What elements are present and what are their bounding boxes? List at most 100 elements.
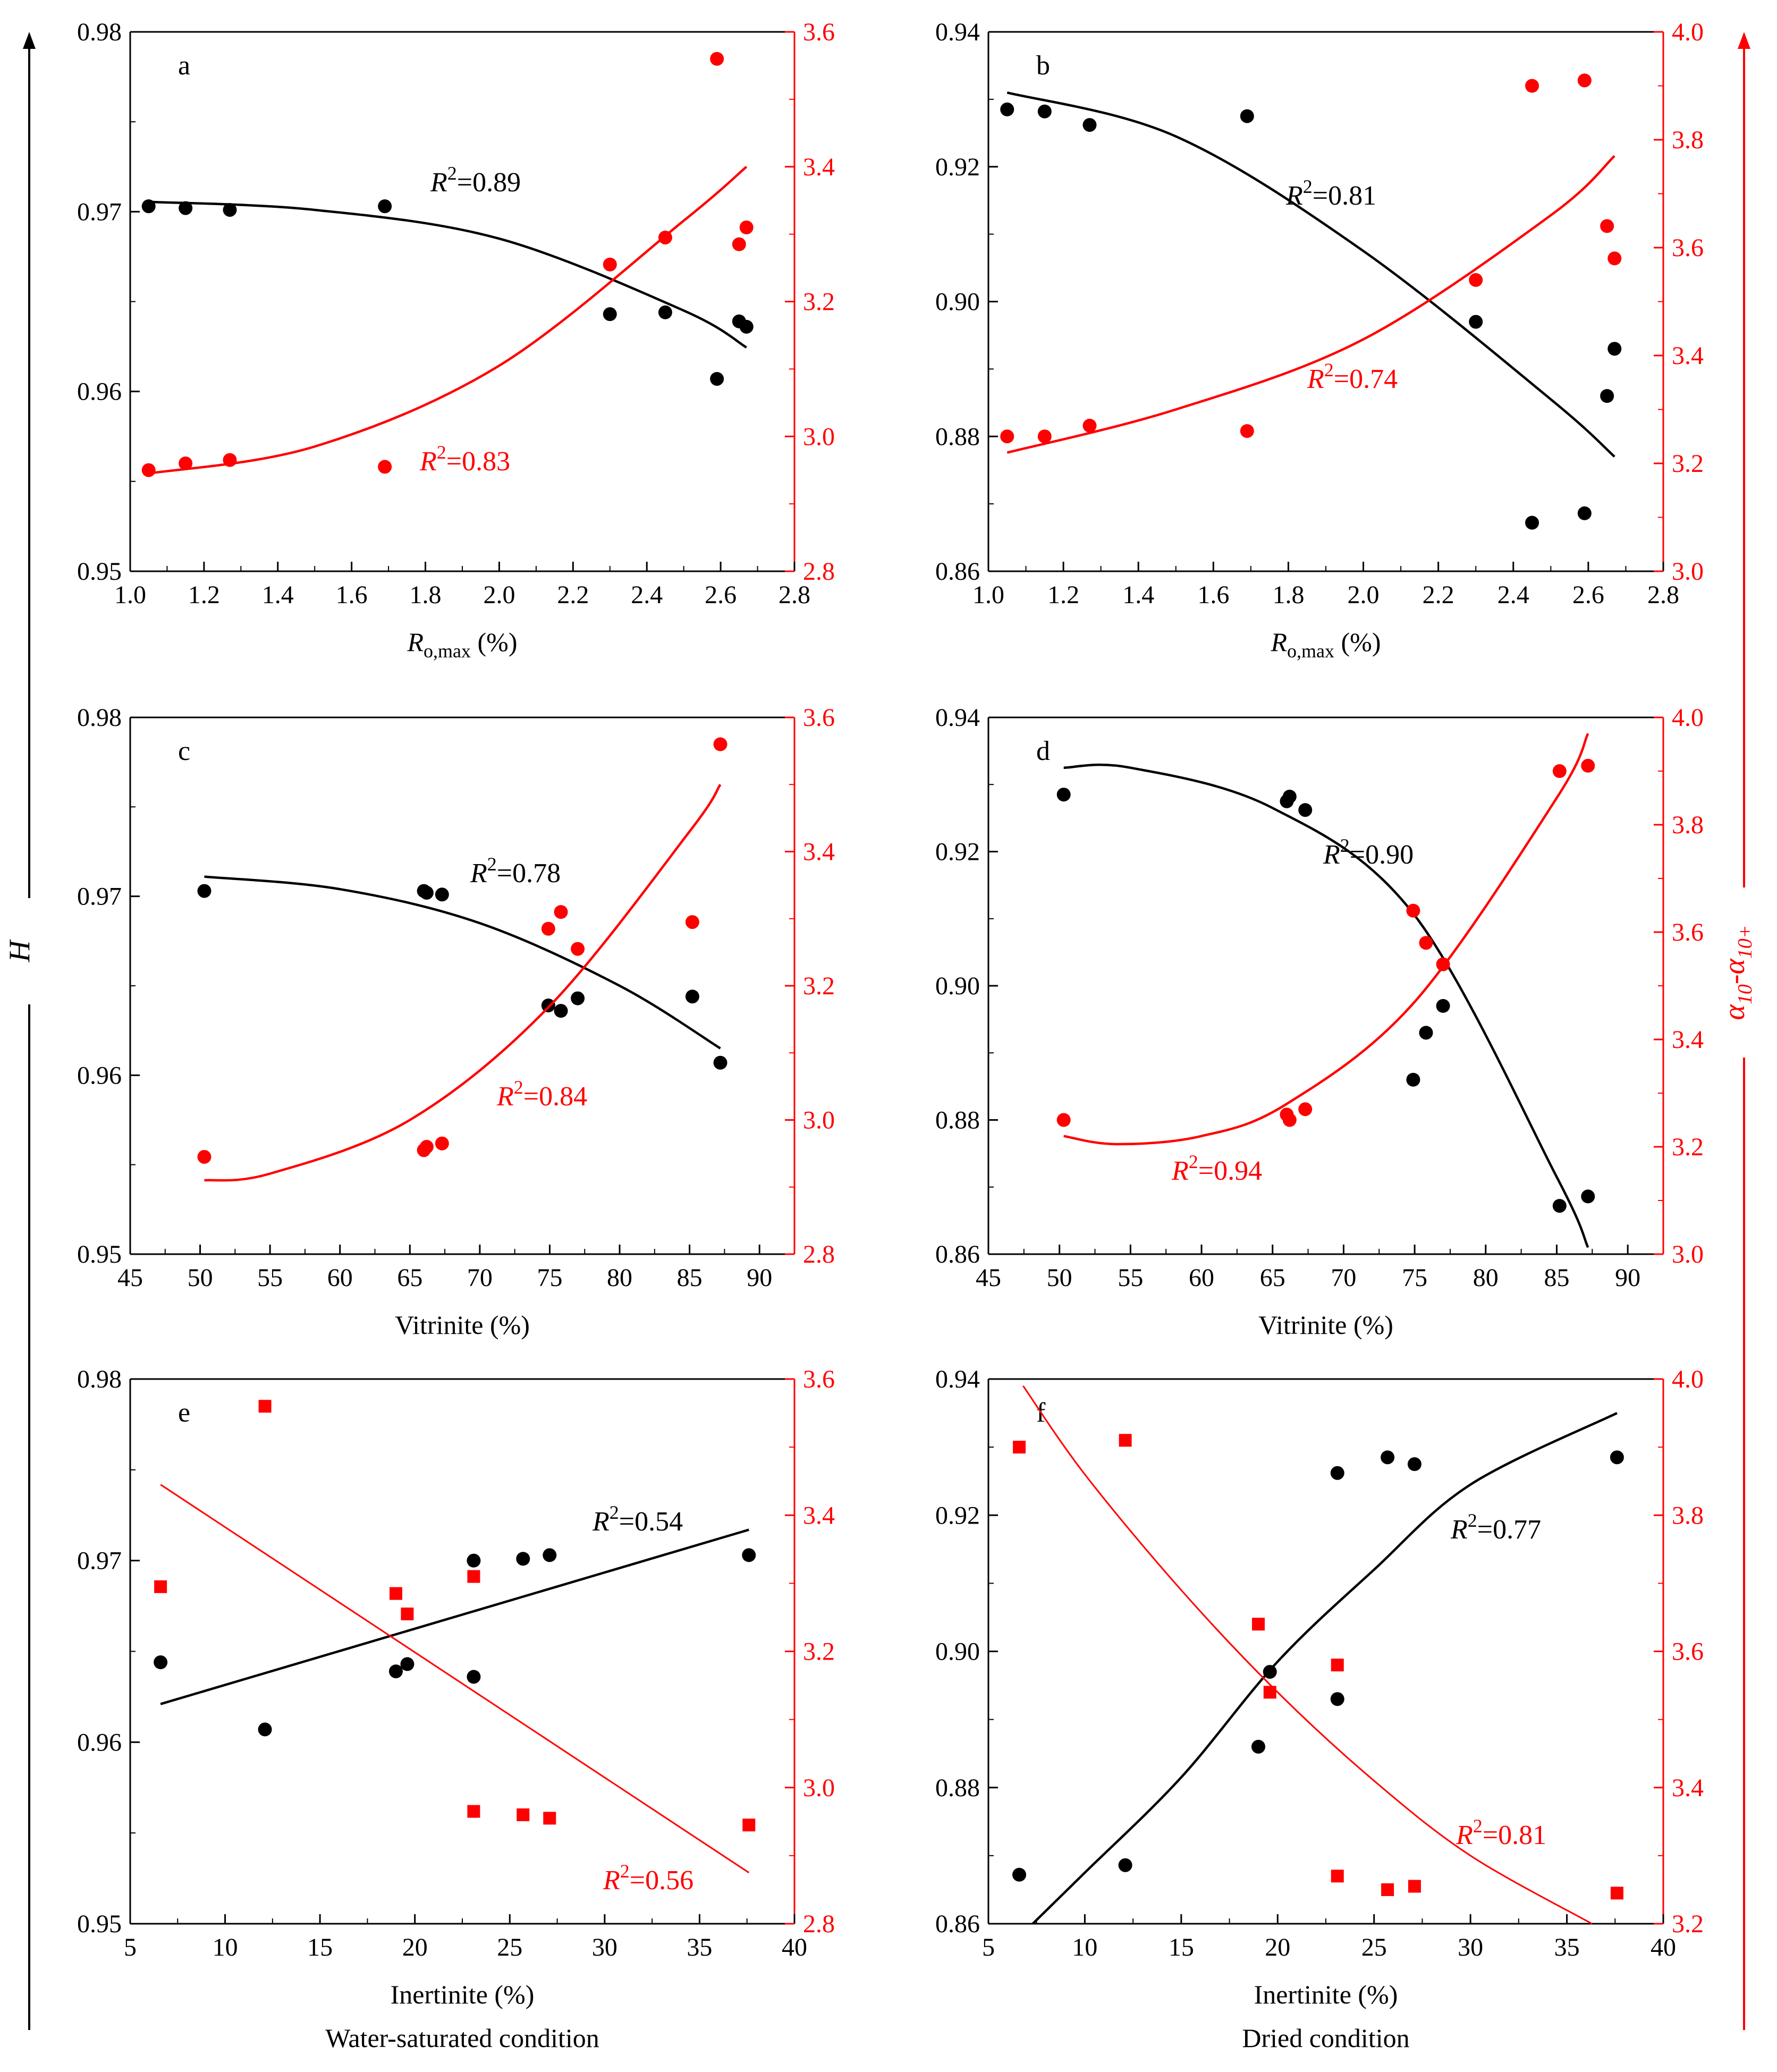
alpha-data-point bbox=[1469, 273, 1483, 287]
h-data-point bbox=[554, 1004, 568, 1018]
left-axis-label: H bbox=[3, 939, 36, 962]
alpha-data-point bbox=[141, 463, 156, 477]
h-data-point bbox=[1118, 1858, 1132, 1872]
condition-label: Dried condition bbox=[1242, 2023, 1409, 2053]
alpha-data-point bbox=[1581, 758, 1595, 773]
left-y-tick-label: 0.86 bbox=[935, 1240, 980, 1268]
h-data-point bbox=[154, 1655, 168, 1669]
alpha-data-point bbox=[571, 942, 585, 956]
right-y-tick-label: 3.0 bbox=[803, 1774, 835, 1802]
h-r2-label: R2=0.81 bbox=[1285, 176, 1376, 211]
x-tick-label: 65 bbox=[397, 1264, 422, 1292]
h-data-point bbox=[435, 887, 449, 902]
panel-f: 5 10 15 20 25 30 35 40 0.86 0.88 0.90 0.92 0.94 3.2 3.… bbox=[935, 1365, 1704, 2053]
left-y-tick-label: 0.88 bbox=[935, 1774, 980, 1802]
h-data-point bbox=[1251, 1739, 1265, 1754]
x-tick-label: 1.2 bbox=[1047, 581, 1079, 609]
right-y-tick-label: 3.4 bbox=[803, 153, 835, 181]
right-y-tick-label: 3.4 bbox=[803, 838, 835, 866]
h-data-point bbox=[141, 199, 156, 214]
left-y-tick-label: 0.96 bbox=[77, 1728, 122, 1756]
alpha-fit-curve bbox=[1063, 733, 1589, 1146]
alpha-data-point bbox=[713, 737, 727, 751]
x-tick-label: 20 bbox=[402, 1933, 428, 1961]
right-y-tick-label: 3.4 bbox=[1672, 1774, 1704, 1802]
left-y-tick-label: 0.92 bbox=[935, 1501, 980, 1529]
alpha-data-point bbox=[1436, 957, 1450, 971]
right-y-tick-label: 3.8 bbox=[1672, 811, 1704, 839]
alpha-data-point bbox=[517, 1808, 530, 1821]
alpha-data-point bbox=[419, 1140, 434, 1154]
x-tick-label: 30 bbox=[1458, 1933, 1483, 1961]
h-data-point bbox=[1469, 315, 1483, 329]
left-y-tick-label: 0.98 bbox=[77, 704, 122, 732]
x-tick-label: 35 bbox=[1554, 1933, 1580, 1961]
x-tick-label: 80 bbox=[607, 1264, 632, 1292]
left-y-tick-label: 0.95 bbox=[77, 1240, 122, 1268]
x-tick-label: 1.6 bbox=[1197, 581, 1229, 609]
h-data-point bbox=[258, 1722, 272, 1737]
h-data-point bbox=[1552, 1199, 1567, 1213]
alpha-data-point bbox=[710, 52, 724, 66]
right-y-tick-label: 3.2 bbox=[803, 972, 835, 1000]
x-tick-label: 25 bbox=[1361, 1933, 1387, 1961]
h-data-point bbox=[658, 305, 672, 319]
right-y-tick-label: 4.0 bbox=[1672, 18, 1704, 46]
x-tick-label: 40 bbox=[1651, 1933, 1676, 1961]
h-data-point bbox=[1381, 1450, 1395, 1465]
alpha-r2-label: R2=0.74 bbox=[1307, 359, 1398, 394]
alpha-r2-label: R2=0.94 bbox=[1171, 1151, 1262, 1186]
h-r2-label: R2=0.77 bbox=[1450, 1510, 1541, 1545]
right-y-tick-label: 3.2 bbox=[1672, 1910, 1704, 1938]
alpha-data-point bbox=[658, 230, 672, 244]
h-data-point bbox=[1330, 1692, 1344, 1706]
x-tick-label: 2.6 bbox=[1572, 581, 1604, 609]
x-tick-label: 40 bbox=[782, 1933, 807, 1961]
alpha-data-point bbox=[1000, 429, 1014, 444]
alpha-data-point bbox=[732, 237, 746, 251]
alpha-data-point bbox=[543, 1812, 556, 1825]
alpha-data-point bbox=[1013, 1441, 1026, 1454]
alpha-data-point bbox=[154, 1580, 167, 1593]
h-fit-curve bbox=[1031, 1412, 1618, 1925]
left-y-tick-label: 0.94 bbox=[935, 18, 980, 46]
h-data-point bbox=[603, 307, 617, 322]
h-data-point bbox=[1525, 515, 1539, 530]
h-data-point bbox=[516, 1552, 530, 1566]
left-y-tick-label: 0.86 bbox=[935, 1910, 980, 1938]
alpha-data-point bbox=[378, 460, 392, 474]
h-data-point bbox=[541, 999, 555, 1013]
alpha-data-point bbox=[685, 915, 699, 929]
alpha-data-point bbox=[1406, 903, 1420, 918]
h-r2-label: R2=0.90 bbox=[1323, 835, 1414, 870]
right-y-tick-label: 4.0 bbox=[1672, 704, 1704, 732]
alpha-data-point bbox=[1525, 79, 1539, 93]
h-data-point bbox=[1610, 1450, 1624, 1465]
x-tick-label: 2.8 bbox=[1647, 581, 1679, 609]
panel-letter: a bbox=[178, 50, 190, 81]
left-y-tick-label: 0.88 bbox=[935, 1106, 980, 1135]
alpha-r2-label: R2=0.56 bbox=[603, 1860, 693, 1896]
alpha-fit-curve bbox=[160, 1484, 750, 1874]
right-y-tick-label: 3.0 bbox=[1672, 1240, 1704, 1268]
h-data-point bbox=[571, 991, 585, 1005]
x-tick-label: 90 bbox=[747, 1264, 772, 1292]
left-y-tick-label: 0.98 bbox=[77, 18, 122, 46]
alpha-data-point bbox=[1282, 1113, 1297, 1127]
h-data-point bbox=[467, 1670, 481, 1684]
x-tick-label: 85 bbox=[1544, 1264, 1569, 1292]
h-data-point bbox=[1407, 1457, 1421, 1471]
left-y-tick-label: 0.96 bbox=[77, 1061, 122, 1089]
h-data-point bbox=[197, 884, 211, 898]
x-tick-label: 70 bbox=[1331, 1264, 1356, 1292]
h-data-point bbox=[389, 1664, 403, 1679]
h-data-point bbox=[710, 371, 724, 386]
x-tick-label: 75 bbox=[537, 1264, 562, 1292]
alpha-data-point bbox=[179, 456, 193, 470]
h-data-point bbox=[1330, 1466, 1344, 1480]
right-y-tick-label: 3.2 bbox=[1672, 450, 1704, 478]
alpha-data-point bbox=[1381, 1883, 1394, 1896]
right-y-tick-label: 3.2 bbox=[803, 1638, 835, 1666]
left-y-tick-label: 0.96 bbox=[77, 378, 122, 406]
x-tick-label: 2.0 bbox=[1348, 581, 1380, 609]
